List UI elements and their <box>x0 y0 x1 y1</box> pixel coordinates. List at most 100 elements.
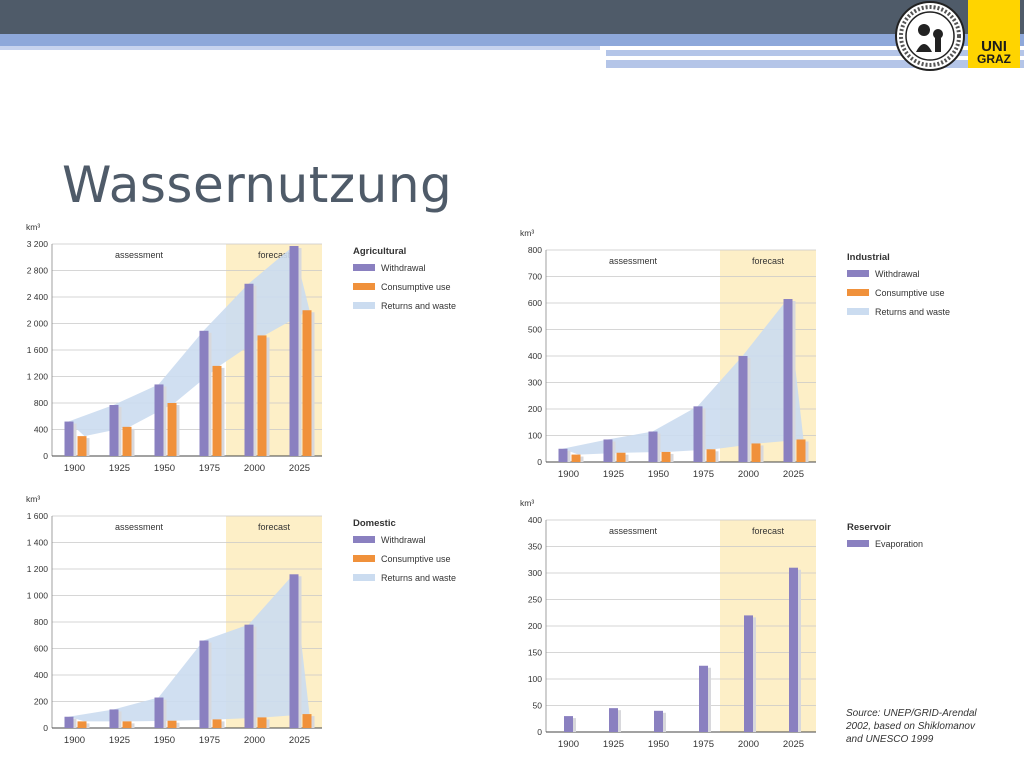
y-tick-label: 150 <box>528 648 542 658</box>
header-stripe-2 <box>606 60 1024 68</box>
y-tick-label: 500 <box>528 325 542 335</box>
x-tick-label: 2025 <box>783 739 804 750</box>
y-tick-label: 100 <box>528 674 542 684</box>
bar-consumptive <box>167 720 177 728</box>
legend-swatch <box>353 574 375 581</box>
unit-label: km³ <box>520 498 534 508</box>
bar-withdrawal <box>109 709 119 728</box>
y-tick-label: 200 <box>34 697 48 707</box>
y-tick-label: 1 000 <box>27 591 49 601</box>
university-logo: UNI GRAZ <box>894 0 1024 72</box>
y-tick-label: 0 <box>43 723 48 733</box>
bar-withdrawal <box>154 697 164 728</box>
y-tick-label: 3 200 <box>27 239 49 249</box>
bar-consumptive <box>257 717 267 728</box>
logo-text-top: UNI <box>981 38 1007 55</box>
x-tick-label: 2025 <box>783 469 804 480</box>
y-tick-label: 600 <box>34 644 48 654</box>
y-tick-label: 0 <box>537 727 542 737</box>
bar-withdrawal <box>154 384 164 456</box>
bar-withdrawal <box>64 421 74 456</box>
y-tick-label: 1 200 <box>27 564 49 574</box>
university-seal-icon <box>895 1 965 71</box>
y-tick-label: 50 <box>533 701 543 711</box>
legend-label: Consumptive use <box>381 554 451 564</box>
bar-consumptive <box>212 365 222 456</box>
y-tick-label: 400 <box>34 670 48 680</box>
bar-withdrawal <box>783 299 793 462</box>
chart-reservoir: 0 50 100 150 200 250 300 350 400 km³ assessment for… <box>514 492 984 757</box>
y-tick-label: 800 <box>528 245 542 255</box>
y-tick-label: 400 <box>528 351 542 361</box>
x-tick-label: 1925 <box>109 735 130 746</box>
legend-title: Domestic <box>353 518 396 529</box>
y-tick-label: 300 <box>528 378 542 388</box>
legend-swatch <box>353 302 375 309</box>
legend-label: Returns and waste <box>875 307 950 317</box>
x-tick-label: 1950 <box>648 739 669 750</box>
bar-consumptive <box>661 451 671 462</box>
x-tick-label: 1925 <box>109 463 130 474</box>
region-label-forecast: forecast <box>752 256 785 266</box>
chart-svg: 0 100 200 300 400 500 600 700 800 km³ assessment fo… <box>520 228 950 480</box>
bar-withdrawal <box>109 404 119 456</box>
chart-agricultural: 0 400 800 1 200 1 600 2 000 2 400 2 800 3 200 km³… <box>20 216 490 481</box>
y-tick-label: 2 800 <box>27 266 49 276</box>
legend-label: Withdrawal <box>381 263 426 273</box>
bar-withdrawal <box>244 624 254 728</box>
y-tick-label: 100 <box>528 431 542 441</box>
y-tick-label: 1 600 <box>27 511 49 521</box>
bar-withdrawal <box>289 245 299 456</box>
unit-label: km³ <box>26 494 40 504</box>
legend-title: Reservoir <box>847 522 891 533</box>
chart-domestic: 0 200 400 600 800 1 000 1 200 1 400 1 600 km³ asse… <box>20 488 490 753</box>
legend-label: Evaporation <box>875 539 923 549</box>
bar-withdrawal <box>244 283 254 456</box>
bar-withdrawal <box>603 439 613 462</box>
page-title: Wassernutzung <box>62 156 453 214</box>
legend-swatch <box>353 536 375 543</box>
bar-evaporation <box>654 710 663 732</box>
bar-consumptive <box>706 449 716 462</box>
unit-label: km³ <box>520 228 534 238</box>
legend-label: Withdrawal <box>381 535 426 545</box>
y-tick-label: 700 <box>528 272 542 282</box>
y-tick-label: 1 600 <box>27 345 49 355</box>
x-tick-label: 1925 <box>603 469 624 480</box>
y-tick-label: 2 000 <box>27 319 49 329</box>
y-tick-label: 1 400 <box>27 538 49 548</box>
y-tick-label: 400 <box>34 425 48 435</box>
uni-graz-badge: UNI GRAZ <box>968 0 1020 68</box>
bar-consumptive <box>616 452 626 462</box>
bar-consumptive <box>302 714 312 728</box>
x-tick-label: 1900 <box>64 735 85 746</box>
unit-label: km³ <box>26 222 40 232</box>
bar-consumptive <box>796 439 806 462</box>
header-accent-bar <box>0 34 1024 46</box>
x-tick-label: 1975 <box>693 739 714 750</box>
bar-consumptive <box>212 719 222 728</box>
x-tick-label: 2025 <box>289 735 310 746</box>
x-tick-label: 1925 <box>603 739 624 750</box>
bar-consumptive <box>257 335 267 456</box>
region-label-forecast: forecast <box>258 250 291 260</box>
bar-consumptive <box>122 426 132 456</box>
x-tick-label: 1900 <box>558 739 579 750</box>
x-tick-label: 1975 <box>199 735 220 746</box>
bar-evaporation <box>789 567 798 732</box>
region-label-assessment: assessment <box>609 256 658 266</box>
y-tick-label: 800 <box>34 617 48 627</box>
chart-svg: 0 200 400 600 800 1 000 1 200 1 400 1 600 km³ asse… <box>26 494 456 746</box>
bar-consumptive <box>167 403 177 456</box>
region-label-forecast: forecast <box>752 526 785 536</box>
y-tick-label: 300 <box>528 568 542 578</box>
x-tick-label: 2000 <box>738 739 759 750</box>
bar-withdrawal <box>64 716 74 728</box>
chart-industrial: 0 100 200 300 400 500 600 700 800 km³ assessment fo… <box>514 222 984 487</box>
region-label-assessment: assessment <box>609 526 658 536</box>
x-tick-label: 2025 <box>289 463 310 474</box>
x-tick-label: 2000 <box>244 463 265 474</box>
legend-label: Consumptive use <box>381 282 451 292</box>
y-tick-label: 200 <box>528 621 542 631</box>
y-tick-label: 600 <box>528 298 542 308</box>
